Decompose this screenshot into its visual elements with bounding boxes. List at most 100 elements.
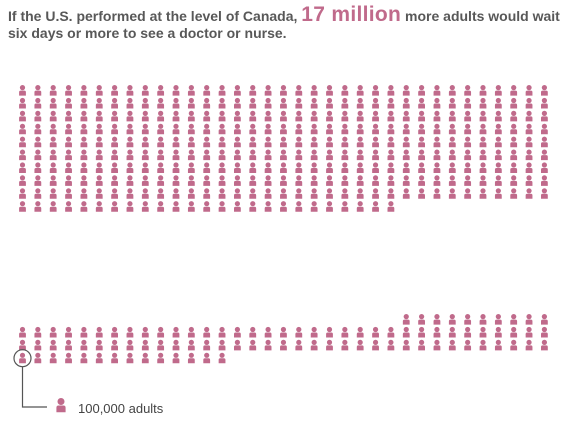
person-icon — [80, 97, 88, 109]
person-icon — [448, 136, 456, 148]
person-icon — [172, 97, 180, 109]
person-icon — [187, 162, 195, 173]
person-icon — [372, 149, 379, 161]
person-icon — [65, 201, 72, 212]
person-icon — [218, 175, 226, 186]
person-icon — [80, 149, 88, 161]
person-icon — [448, 85, 456, 96]
person-icon — [433, 326, 441, 338]
person-icon — [464, 110, 472, 122]
person-icon — [448, 123, 456, 135]
person-icon — [218, 123, 226, 135]
person-icon — [141, 201, 149, 212]
person-icon — [65, 175, 72, 186]
person-icon — [172, 123, 180, 135]
person-icon — [356, 201, 364, 212]
person-icon — [249, 201, 257, 212]
person-icon — [34, 97, 42, 109]
person-icon — [525, 136, 533, 148]
person-icon — [510, 339, 518, 351]
person-icon — [203, 339, 211, 351]
person-icon — [126, 352, 134, 364]
person-icon — [34, 162, 42, 173]
person-icon — [541, 149, 548, 161]
person-icon — [34, 201, 42, 212]
person-icon — [541, 123, 548, 135]
person-icon — [264, 326, 272, 338]
person-icon — [310, 326, 318, 338]
person-icon — [34, 339, 42, 351]
person-icon — [65, 326, 72, 338]
person-icon — [34, 188, 42, 199]
person-icon — [19, 201, 26, 212]
person-icon — [418, 175, 425, 186]
person-icon — [249, 123, 257, 135]
person-icon — [187, 149, 195, 161]
person-icon — [34, 326, 42, 338]
person-icon — [326, 175, 333, 186]
person-icon — [387, 188, 395, 199]
person-icon — [479, 136, 487, 148]
person-icon — [510, 110, 518, 122]
person-icon — [479, 149, 487, 161]
person-icon — [157, 136, 165, 148]
person-icon — [372, 123, 379, 135]
person-icon — [310, 188, 318, 199]
person-icon — [494, 188, 502, 199]
person-icon — [126, 175, 134, 186]
person-icon — [264, 85, 272, 96]
person-icon — [141, 162, 149, 173]
person-icon — [111, 136, 118, 148]
person-icon — [203, 123, 211, 135]
person-icon — [187, 97, 195, 109]
person-icon — [295, 123, 303, 135]
person-icon — [510, 162, 518, 173]
person-icon — [126, 85, 134, 96]
person-icon — [126, 339, 134, 351]
person-icon — [433, 175, 441, 186]
person-icon — [464, 136, 472, 148]
person-icon — [80, 352, 88, 364]
person-icon — [203, 175, 211, 186]
person-icon — [433, 188, 441, 199]
person-icon — [34, 123, 42, 135]
person-icon — [295, 326, 303, 338]
person-icon — [326, 97, 333, 109]
person-icon — [234, 201, 241, 212]
person-icon — [464, 188, 472, 199]
person-icon — [372, 326, 379, 338]
person-icon — [372, 97, 379, 109]
person-icon — [326, 188, 333, 199]
person-icon — [111, 201, 118, 212]
person-icon — [280, 149, 287, 161]
person-icon — [418, 149, 425, 161]
person-icon — [387, 326, 395, 338]
person-icon — [203, 162, 211, 173]
person-icon — [49, 97, 57, 109]
person-icon — [326, 162, 333, 173]
person-icon — [34, 85, 42, 96]
legend-highlight-ring — [13, 349, 32, 368]
person-icon — [264, 201, 272, 212]
person-icon — [310, 201, 318, 212]
person-icon — [172, 188, 180, 199]
person-icon — [326, 123, 333, 135]
person-icon — [541, 97, 548, 109]
person-icon — [280, 136, 287, 148]
person-icon — [65, 162, 72, 173]
person-icon — [372, 162, 379, 173]
person-icon — [234, 136, 241, 148]
person-icon — [310, 110, 318, 122]
person-icon — [264, 175, 272, 186]
person-icon — [525, 162, 533, 173]
person-icon — [494, 339, 502, 351]
person-icon — [95, 149, 103, 161]
person-icon — [234, 175, 241, 186]
person-icon — [418, 110, 425, 122]
person-icon — [356, 326, 364, 338]
person-icon — [157, 352, 165, 364]
person-icon — [387, 110, 395, 122]
person-icon — [295, 110, 303, 122]
person-icon — [341, 123, 349, 135]
person-icon — [341, 85, 349, 96]
